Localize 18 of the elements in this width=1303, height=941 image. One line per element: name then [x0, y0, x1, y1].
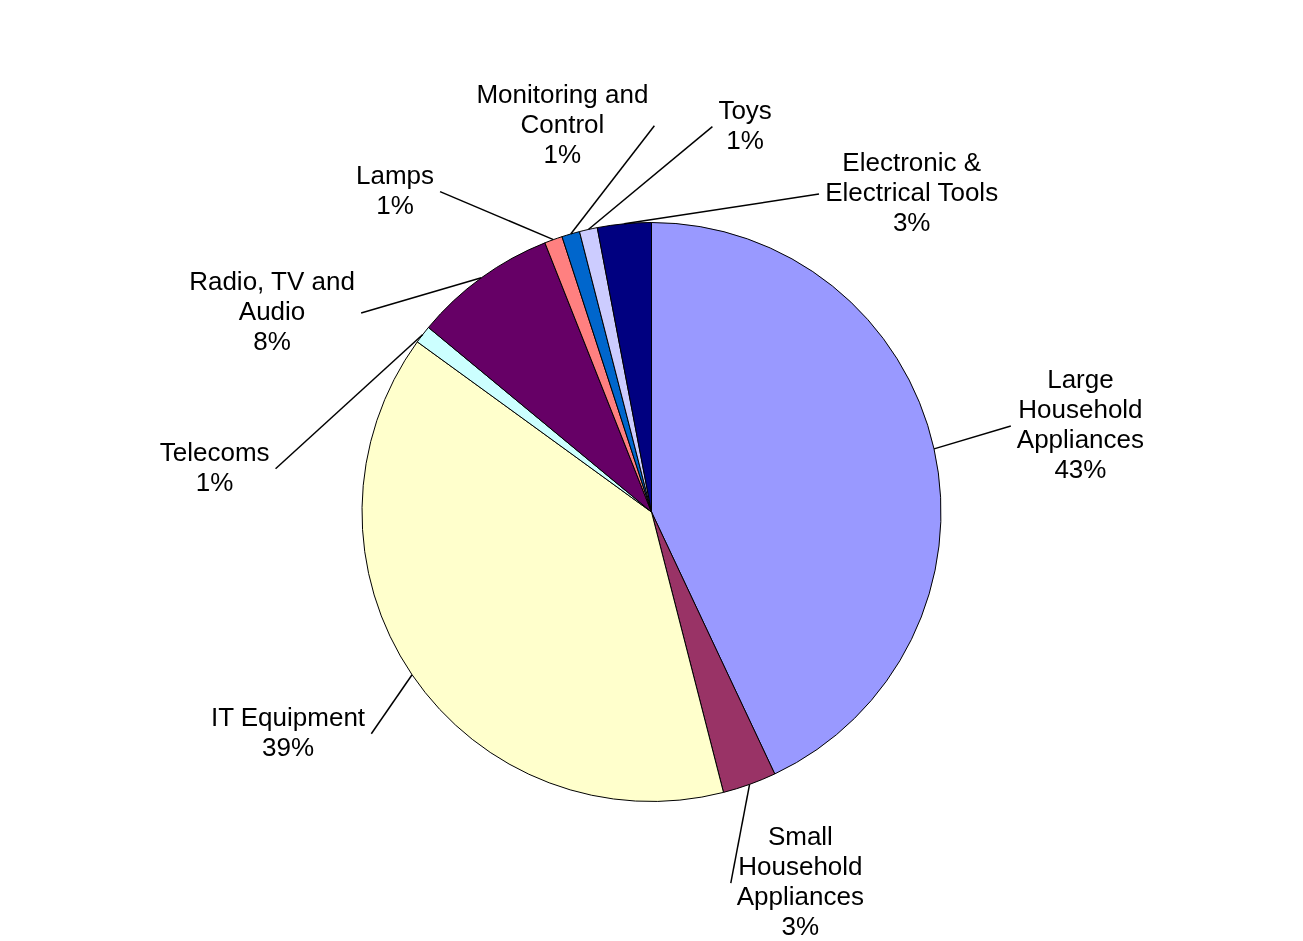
slice-label: Large Household Appliances: [1016, 364, 1145, 455]
data-label: 1%: [543, 138, 582, 169]
slice-label: Radio, TV and Audio: [189, 266, 355, 327]
data-label: 3%: [892, 207, 931, 238]
slice-label: Electronic & Electrical Tools: [825, 147, 999, 208]
data-label: 1%: [726, 124, 764, 155]
data-label: 43%: [1054, 454, 1107, 485]
slice-label: Monitoring and Control: [476, 78, 649, 139]
data-label: 8%: [253, 326, 291, 357]
slice-label: Telecoms: [159, 436, 270, 467]
data-label: 1%: [195, 466, 234, 497]
slice-label: IT Equipment: [210, 701, 366, 732]
slice-label: Lamps: [356, 159, 435, 190]
data-label: 3%: [781, 911, 820, 941]
data-label: 39%: [261, 731, 315, 762]
data-label: 1%: [376, 189, 414, 220]
slice-label: Toys: [718, 94, 772, 125]
slice-label: Small Household Appliances: [736, 821, 864, 912]
